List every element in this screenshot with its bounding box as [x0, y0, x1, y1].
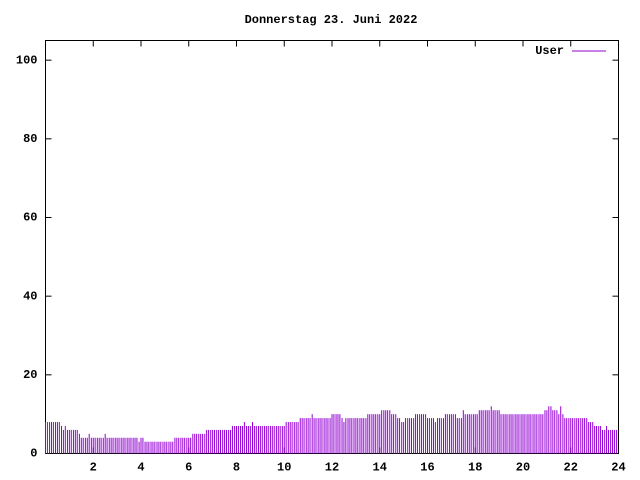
y-tick-label: 0 — [30, 447, 37, 461]
x-tick-label: 10 — [277, 461, 291, 475]
x-tick-label: 8 — [233, 461, 240, 475]
x-tick-label: 16 — [420, 461, 434, 475]
legend-label: User — [535, 44, 564, 58]
x-tick-label: 20 — [516, 461, 530, 475]
x-tick-label: 6 — [185, 461, 192, 475]
x-tick-label: 14 — [373, 461, 387, 475]
y-tick-label: 40 — [23, 289, 37, 303]
x-tick-label: 2 — [90, 461, 97, 475]
y-tick-label: 60 — [23, 211, 37, 225]
y-tick-label: 100 — [16, 53, 38, 67]
y-tick-label: 20 — [23, 368, 37, 382]
x-tick-label: 12 — [325, 461, 339, 475]
x-tick-label: 4 — [137, 461, 144, 475]
x-tick-label: 22 — [564, 461, 578, 475]
x-tick-label: 18 — [468, 461, 482, 475]
y-tick-label: 80 — [23, 132, 37, 146]
chart-title: Donnerstag 23. Juni 2022 — [245, 13, 418, 27]
x-tick-label: 24 — [611, 461, 625, 475]
